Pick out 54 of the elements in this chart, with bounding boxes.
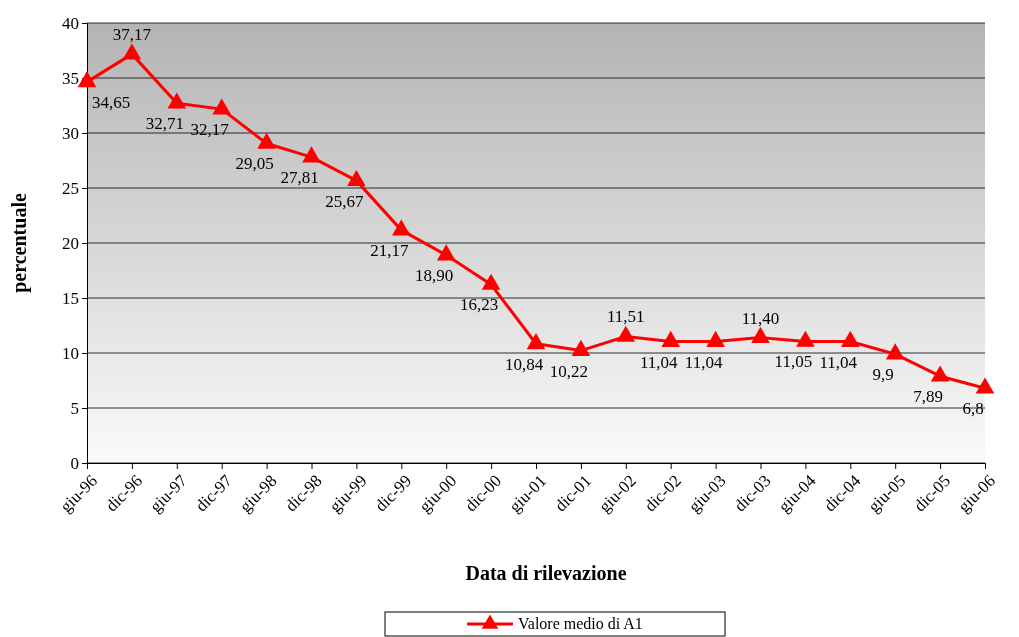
data-label: 10,22 [549,361,589,381]
data-label: 11,51 [606,307,645,327]
point [212,98,232,115]
y-axis-title: percentuale [8,193,31,293]
data-label: 37,17 [112,25,152,45]
point [391,219,411,236]
y-tick-label: 10 [62,343,79,363]
point [975,377,995,394]
y-tick-label: 0 [70,453,79,473]
point [751,326,770,343]
legend-label: Valore medio di A1 [518,615,643,632]
data-label: 10,84 [504,354,544,374]
data-label: 27,81 [280,168,319,188]
data-label: 25,67 [325,191,365,211]
data-label: 11,04 [819,352,858,372]
data-label: 11,04 [684,352,723,372]
data-label: 11,40 [741,308,780,328]
y-tick-label: 35 [62,68,79,88]
point [347,169,366,186]
data-label: 6,8 [962,399,984,419]
point [885,343,905,360]
point [571,339,591,356]
data-label: 21,17 [370,241,409,261]
point [122,43,142,60]
x-axis-title: Data di rilevazione [465,562,627,584]
data-label: 18,90 [415,266,454,286]
point [616,325,636,342]
y-tick-label: 30 [62,123,79,143]
data-label: 32,17 [190,120,230,140]
point [840,330,860,347]
data-label: 29,05 [235,154,274,174]
data-label: 11,04 [639,352,679,372]
point [436,244,456,261]
y-tick-label: 40 [62,13,79,33]
data-label: 32,71 [145,114,184,134]
y-tick-label: 25 [62,178,79,198]
y-tick-label: 5 [70,398,79,418]
point [167,92,187,109]
y-tick-label: 15 [62,288,79,308]
data-label: 34,65 [91,92,131,112]
point [796,330,815,347]
data-label: 11,05 [774,352,813,372]
data-label: 16,23 [459,295,499,315]
point [302,146,321,163]
y-tick-label: 20 [62,233,79,253]
point [481,273,501,290]
point [526,333,546,350]
point [77,71,97,88]
point [930,365,950,382]
point [661,330,681,347]
data-label: 9,9 [872,365,894,385]
data-label: 7,89 [913,387,943,407]
point [257,132,276,149]
point [706,330,725,347]
